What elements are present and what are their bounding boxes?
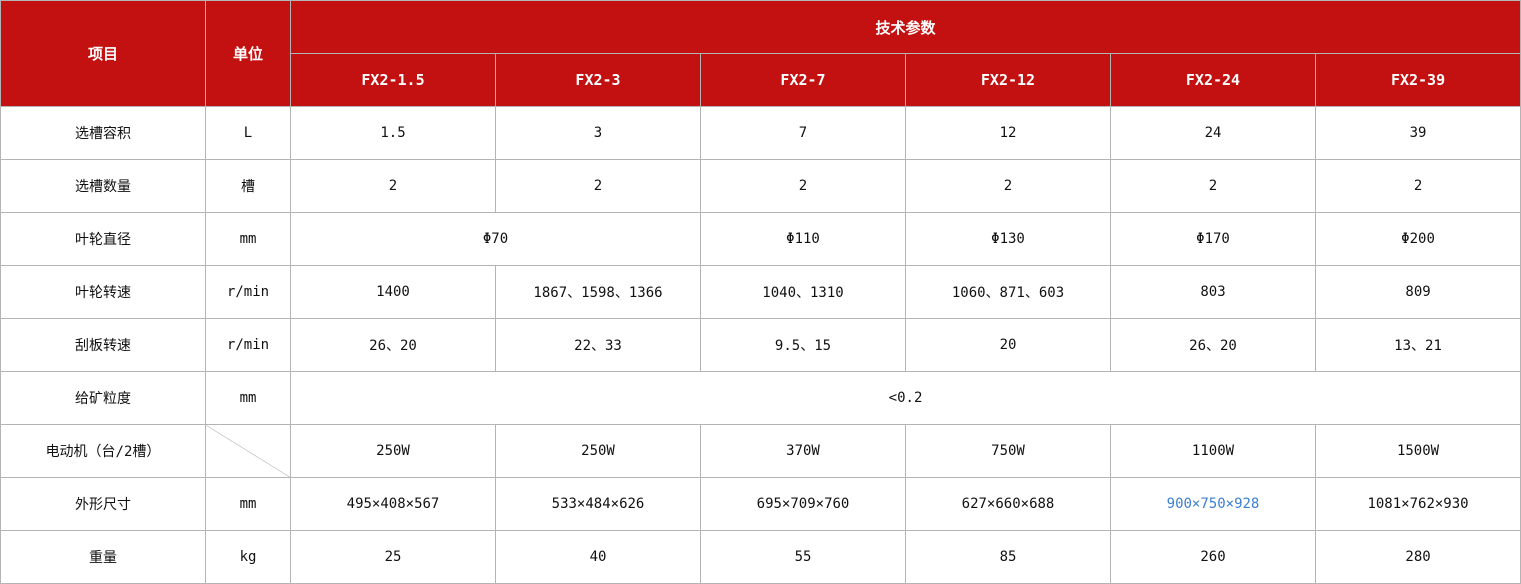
header-model: FX2-7: [700, 53, 906, 107]
row-value: 1867、1598、1366: [495, 265, 701, 319]
row-value: 2: [495, 159, 701, 213]
row-value: 1060、871、603: [905, 265, 1111, 319]
row-value: 12: [905, 106, 1111, 160]
header-item: 项目: [0, 0, 206, 107]
row-unit: r/min: [205, 265, 291, 319]
row-unit: kg: [205, 530, 291, 584]
row-value: 9.5、15: [700, 318, 906, 372]
row-value: 2: [1110, 159, 1316, 213]
row-value: 1500W: [1314, 424, 1521, 478]
header-model: FX2-39: [1314, 53, 1521, 107]
table-row: 给矿粒度 mm <0.2: [0, 371, 1521, 425]
row-value: 40: [495, 530, 701, 584]
row-item: 刮板转速: [0, 318, 206, 372]
row-value: 533×484×626: [495, 477, 701, 531]
row-value: 39: [1314, 106, 1521, 160]
row-value: 695×709×760: [700, 477, 906, 531]
row-unit: mm: [205, 371, 291, 425]
row-value: 1400: [290, 265, 496, 319]
row-value: 1.5: [290, 106, 496, 160]
row-item: 电动机（台/2槽）: [0, 424, 206, 478]
row-value: 26、20: [290, 318, 496, 372]
row-item: 选槽容积: [0, 106, 206, 160]
row-value: 495×408×567: [290, 477, 496, 531]
row-item: 给矿粒度: [0, 371, 206, 425]
row-value: 1040、1310: [700, 265, 906, 319]
row-value: 250W: [495, 424, 701, 478]
row-item: 外形尺寸: [0, 477, 206, 531]
row-item: 重量: [0, 530, 206, 584]
table-row: 重量 kg 25 40 55 85 260 280: [0, 530, 1521, 584]
row-value: 2: [905, 159, 1111, 213]
row-value: 24: [1110, 106, 1316, 160]
row-value: <0.2: [289, 371, 1521, 425]
row-value: 809: [1314, 265, 1521, 319]
header-params: 技术参数: [289, 0, 1521, 54]
row-value: 1100W: [1110, 424, 1316, 478]
table-row: 叶轮直径 mm Φ70 Φ110 Φ130 Φ170 Φ200: [0, 212, 1521, 266]
table-row: 刮板转速 r/min 26、20 22、33 9.5、15 20 26、20 13、21: [0, 318, 1521, 372]
row-unit: r/min: [205, 318, 291, 372]
table-row: 电动机（台/2槽） 250W 250W 370W 750W 1100W 1500W: [0, 424, 1521, 478]
row-value: 2: [700, 159, 906, 213]
table-row: 外形尺寸 mm 495×408×567 533×484×626 695×709×760 6…: [0, 477, 1521, 531]
row-value: 260: [1110, 530, 1316, 584]
row-item: 叶轮直径: [0, 212, 206, 266]
row-value: 22、33: [495, 318, 701, 372]
table-body: 选槽容积 L 1.5 3 7 12 24 39 选槽数量槽 2 2 2 2 2 2 叶轮直径 mm Φ70 Φ110…: [0, 106, 1521, 584]
row-unit: 槽: [205, 159, 291, 213]
row-value: 2: [290, 159, 496, 213]
row-value: 26、20: [1110, 318, 1316, 372]
row-item: 叶轮转速: [0, 265, 206, 319]
row-value: Φ170: [1110, 212, 1316, 266]
row-value: Φ70: [290, 212, 701, 266]
row-value: Φ200: [1314, 212, 1521, 266]
row-value: Φ110: [700, 212, 906, 266]
row-value: 250W: [290, 424, 496, 478]
row-value: 900×750×928: [1110, 477, 1316, 531]
row-item: 选槽数量: [0, 159, 206, 213]
row-value: 2: [1314, 159, 1521, 213]
row-value: 13、21: [1314, 318, 1521, 372]
row-unit-diagonal: [205, 424, 291, 478]
table-row: 选槽数量槽 2 2 2 2 2 2: [0, 159, 1521, 213]
header-model: FX2-3: [495, 53, 701, 107]
row-value: Φ130: [905, 212, 1111, 266]
row-value: 803: [1110, 265, 1316, 319]
row-value: 627×660×688: [905, 477, 1111, 531]
row-value: 3: [495, 106, 701, 160]
row-value: 7: [700, 106, 906, 160]
table-row: 选槽容积 L 1.5 3 7 12 24 39: [0, 106, 1521, 160]
header-model: FX2-24: [1110, 53, 1316, 107]
row-value: 55: [700, 530, 906, 584]
row-value: 750W: [905, 424, 1111, 478]
row-value: 25: [290, 530, 496, 584]
header-model: FX2-12: [905, 53, 1111, 107]
row-value: 280: [1314, 530, 1521, 584]
row-unit: mm: [205, 212, 291, 266]
row-unit: mm: [205, 477, 291, 531]
header-unit: 单位: [205, 0, 291, 107]
table-row: 叶轮转速 r/min 1400 1867、1598、1366 1040、1310 1060…: [0, 265, 1521, 319]
row-value: 85: [905, 530, 1111, 584]
row-value: 370W: [700, 424, 906, 478]
row-unit: L: [205, 106, 291, 160]
header-model: FX2-1.5: [290, 53, 496, 107]
row-value: 20: [905, 318, 1111, 372]
row-value: 1081×762×930: [1314, 477, 1521, 531]
model-header-row: FX2-1.5 FX2-3 FX2-7 FX2-12 FX2-24 FX2-39: [1, 53, 1521, 107]
